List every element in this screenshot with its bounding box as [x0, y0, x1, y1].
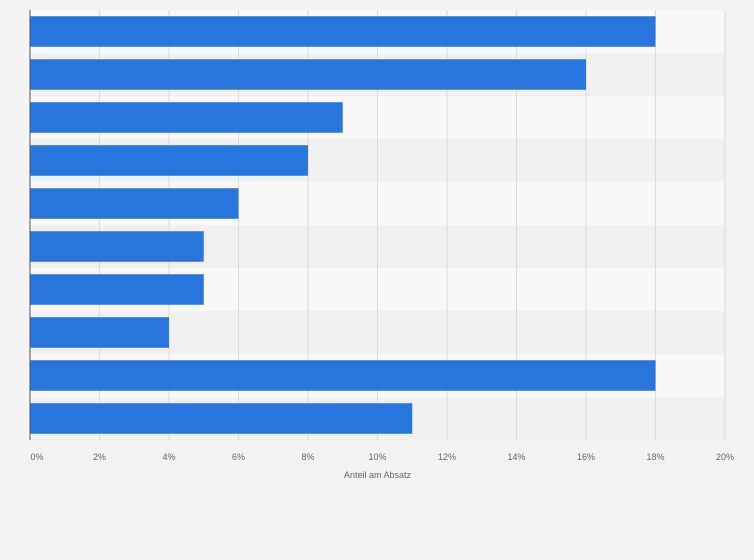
bar [30, 231, 204, 262]
bar [30, 16, 656, 47]
bar [30, 102, 343, 133]
x-tick-label: 0% [30, 452, 43, 462]
x-axis-label: Anteil am Absatz [344, 470, 412, 480]
bar [30, 403, 413, 434]
bar [30, 59, 586, 90]
x-tick-label: 8% [301, 452, 314, 462]
bar [30, 188, 239, 219]
x-tick-label: 14% [507, 452, 525, 462]
x-tick-label: 12% [438, 452, 456, 462]
x-tick-label: 20% [716, 452, 734, 462]
x-tick-label: 2% [93, 452, 106, 462]
bar [30, 145, 308, 176]
x-tick-label: 16% [577, 452, 595, 462]
x-tick-label: 10% [368, 452, 386, 462]
bar [30, 274, 204, 305]
x-tick-labels: 0% 2% 4% 6% 8% 10% 12% 14% 16% 18% 20% [30, 452, 734, 462]
x-tick-label: 18% [646, 452, 664, 462]
x-tick-label: 4% [162, 452, 175, 462]
bar [30, 360, 656, 391]
bar [30, 317, 169, 348]
bars [30, 16, 656, 434]
x-tick-label: 6% [232, 452, 245, 462]
